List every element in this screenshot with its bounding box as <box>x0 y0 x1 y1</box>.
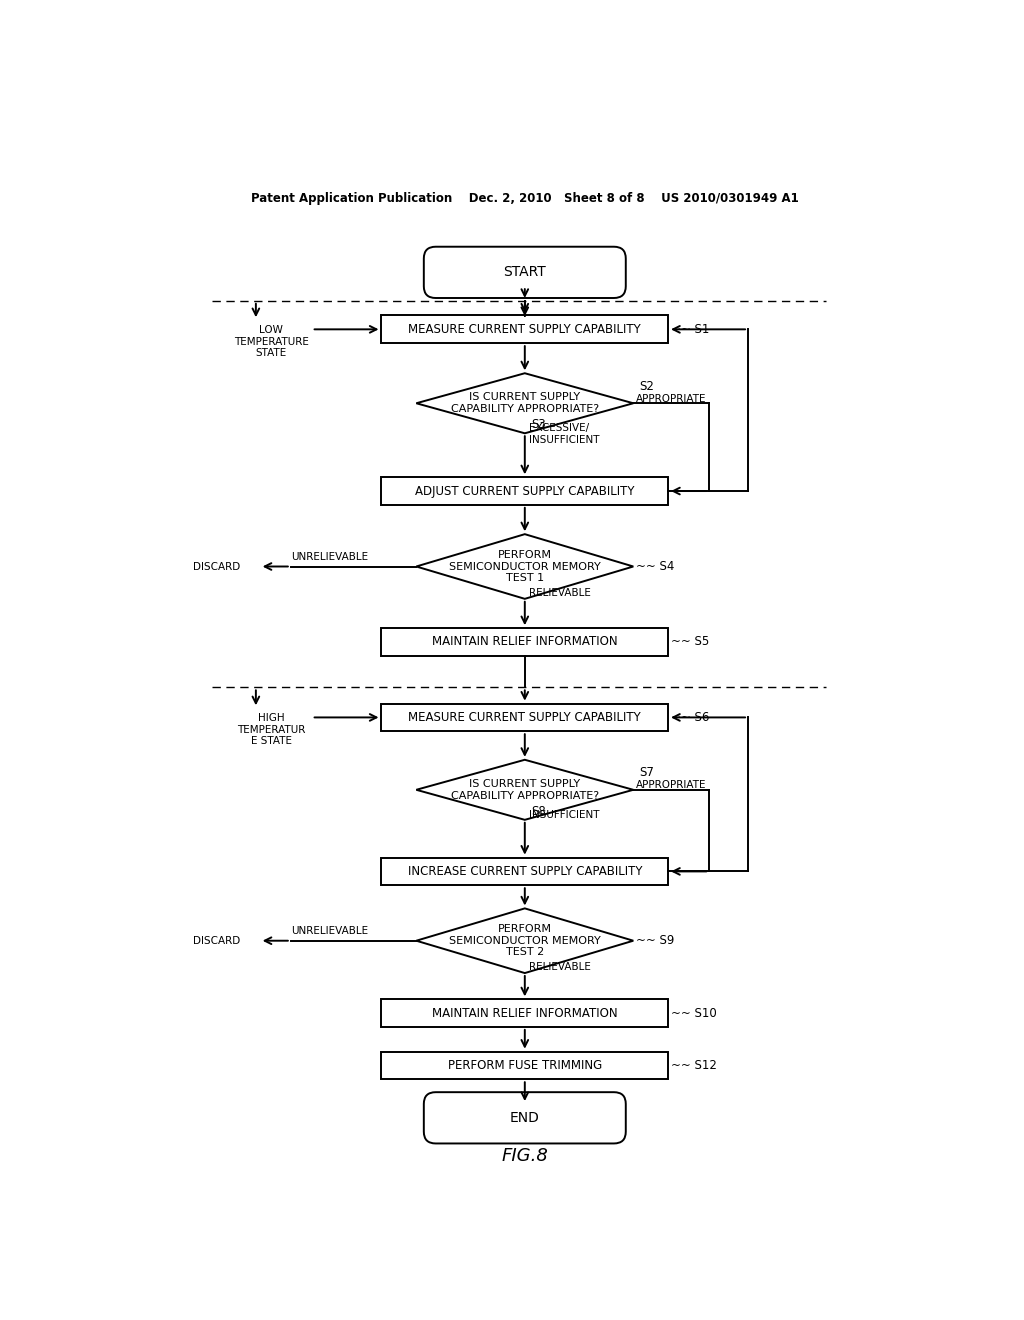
FancyBboxPatch shape <box>424 247 626 298</box>
Text: IS CURRENT SUPPLY
CAPABILITY APPROPRIATE?: IS CURRENT SUPPLY CAPABILITY APPROPRIATE… <box>451 779 599 801</box>
Text: START: START <box>504 265 546 280</box>
Polygon shape <box>417 374 633 433</box>
Text: ADJUST CURRENT SUPPLY CAPABILITY: ADJUST CURRENT SUPPLY CAPABILITY <box>415 484 635 498</box>
Text: END: END <box>510 1111 540 1125</box>
Text: S2: S2 <box>640 380 654 393</box>
Text: FIG.8: FIG.8 <box>502 1147 548 1164</box>
Text: DISCARD: DISCARD <box>194 936 241 945</box>
Text: MAINTAIN RELIEF INFORMATION: MAINTAIN RELIEF INFORMATION <box>432 1007 617 1019</box>
Bar <box>381 999 669 1027</box>
Text: ~~ S6: ~~ S6 <box>672 711 710 723</box>
Text: INCREASE CURRENT SUPPLY CAPABILITY: INCREASE CURRENT SUPPLY CAPABILITY <box>408 865 642 878</box>
Text: INSUFFICIENT: INSUFFICIENT <box>528 810 599 820</box>
Text: MAINTAIN RELIEF INFORMATION: MAINTAIN RELIEF INFORMATION <box>432 635 617 648</box>
Text: MEASURE CURRENT SUPPLY CAPABILITY: MEASURE CURRENT SUPPLY CAPABILITY <box>409 323 641 335</box>
Bar <box>381 628 669 656</box>
Text: PERFORM
SEMICONDUCTOR MEMORY
TEST 1: PERFORM SEMICONDUCTOR MEMORY TEST 1 <box>449 550 601 583</box>
Text: ~~ S5: ~~ S5 <box>672 635 710 648</box>
Text: DISCARD: DISCARD <box>194 561 241 572</box>
Text: APPROPRIATE: APPROPRIATE <box>636 393 707 404</box>
Text: ~~ S9: ~~ S9 <box>636 935 675 948</box>
Bar <box>381 704 669 731</box>
Bar <box>381 315 669 343</box>
Text: IS CURRENT SUPPLY
CAPABILITY APPROPRIATE?: IS CURRENT SUPPLY CAPABILITY APPROPRIATE… <box>451 392 599 414</box>
Text: MEASURE CURRENT SUPPLY CAPABILITY: MEASURE CURRENT SUPPLY CAPABILITY <box>409 711 641 723</box>
Text: S7: S7 <box>640 767 654 779</box>
Text: S8: S8 <box>531 805 546 818</box>
Text: Patent Application Publication    Dec. 2, 2010   Sheet 8 of 8    US 2010/0301949: Patent Application Publication Dec. 2, 2… <box>251 191 799 205</box>
Text: RELIEVABLE: RELIEVABLE <box>528 962 591 973</box>
Text: ~~ S10: ~~ S10 <box>672 1007 717 1019</box>
Polygon shape <box>417 908 633 973</box>
Bar <box>381 478 669 506</box>
Text: ~~ S1: ~~ S1 <box>672 323 710 335</box>
Text: LOW
TEMPERATURE
STATE: LOW TEMPERATURE STATE <box>233 325 309 358</box>
Text: EXCESSIVE/
INSUFFICIENT: EXCESSIVE/ INSUFFICIENT <box>528 424 599 445</box>
Text: ~~ S12: ~~ S12 <box>672 1059 717 1072</box>
Text: ~~ S4: ~~ S4 <box>636 560 675 573</box>
Text: S3: S3 <box>531 418 546 432</box>
Bar <box>381 1052 669 1080</box>
Polygon shape <box>417 760 633 820</box>
FancyBboxPatch shape <box>424 1092 626 1143</box>
Text: HIGH
TEMPERATUR
E STATE: HIGH TEMPERATUR E STATE <box>238 713 305 746</box>
Text: PERFORM FUSE TRIMMING: PERFORM FUSE TRIMMING <box>447 1059 602 1072</box>
Text: PERFORM
SEMICONDUCTOR MEMORY
TEST 2: PERFORM SEMICONDUCTOR MEMORY TEST 2 <box>449 924 601 957</box>
Polygon shape <box>417 535 633 599</box>
Text: APPROPRIATE: APPROPRIATE <box>636 780 707 791</box>
Bar <box>381 858 669 886</box>
Text: UNRELIEVABLE: UNRELIEVABLE <box>291 552 368 562</box>
Text: RELIEVABLE: RELIEVABLE <box>528 589 591 598</box>
Text: UNRELIEVABLE: UNRELIEVABLE <box>291 927 368 936</box>
